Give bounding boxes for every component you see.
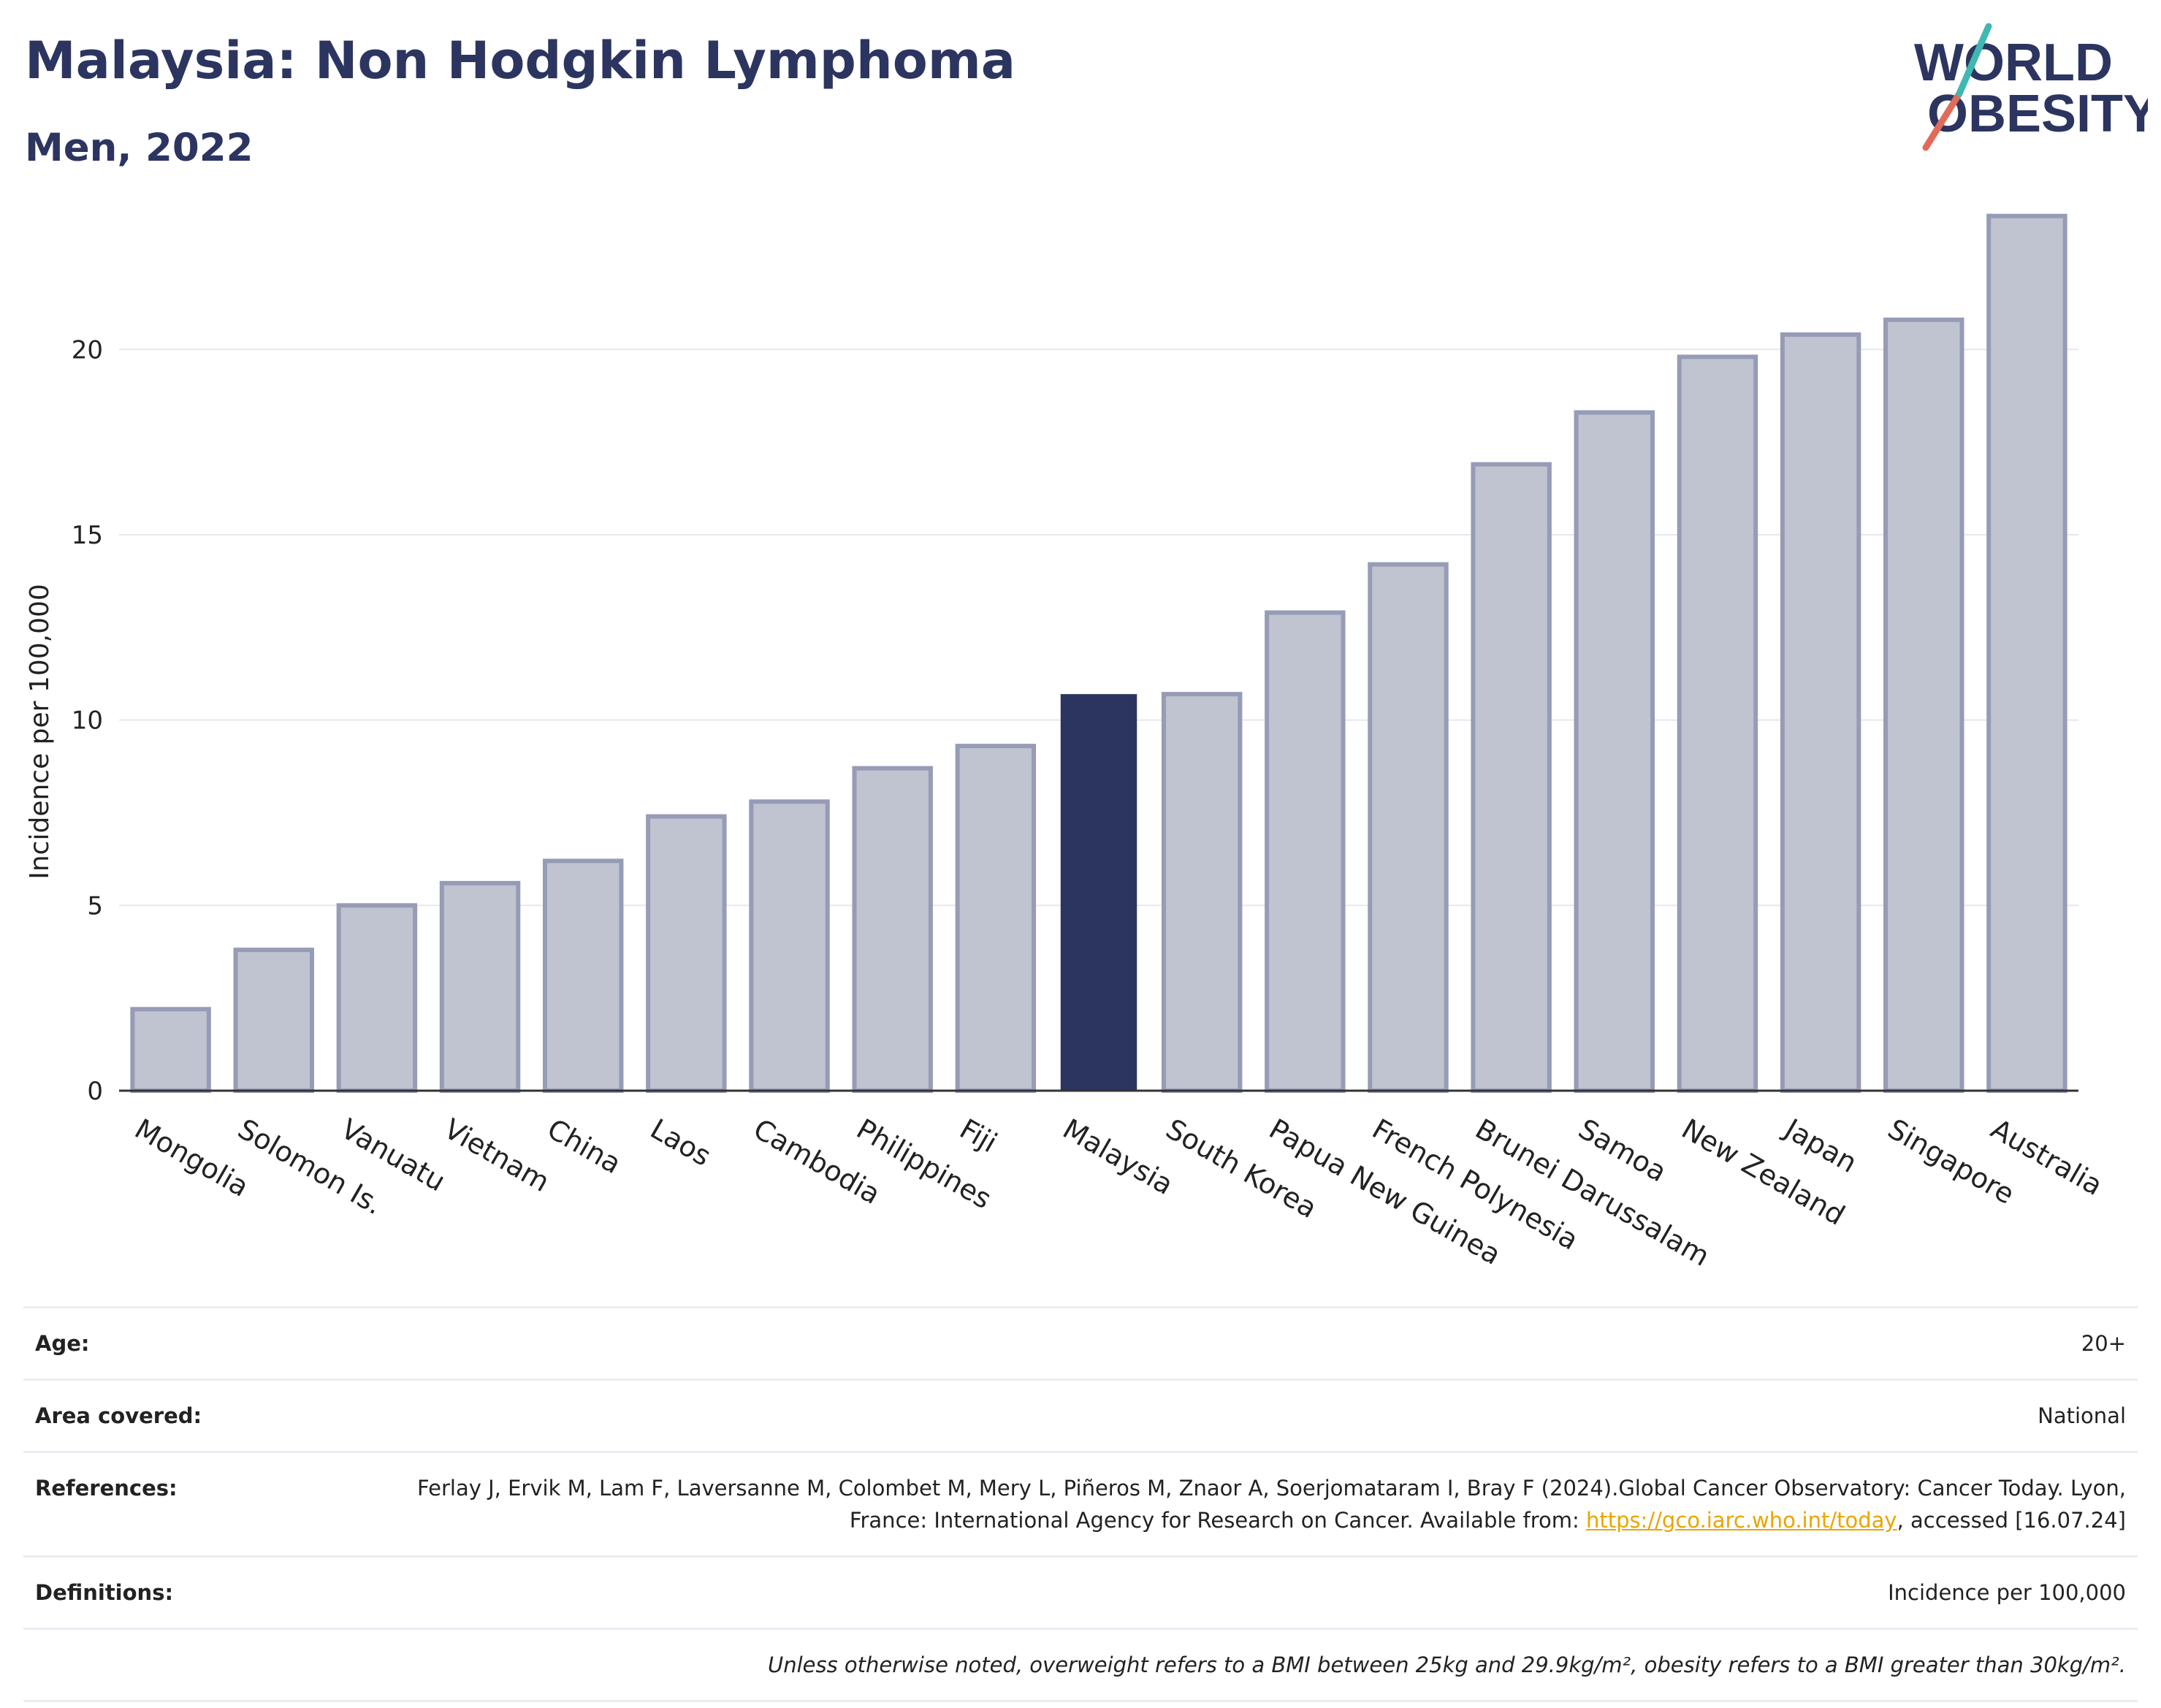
y-tick-label: 15 bbox=[72, 521, 103, 550]
y-tick-labels: 0 5 10 15 20 bbox=[72, 335, 103, 1106]
bar-singapore bbox=[1883, 317, 1964, 1093]
bar-japan bbox=[1780, 332, 1861, 1094]
references-link[interactable]: https://gco.iarc.who.int/today bbox=[1585, 1508, 1897, 1533]
bar-solomon-is bbox=[233, 948, 314, 1093]
bar-samoa bbox=[1574, 410, 1655, 1093]
y-tick-label: 20 bbox=[72, 335, 103, 365]
area-value: National bbox=[2038, 1403, 2126, 1428]
bar-australia bbox=[1986, 213, 2067, 1093]
bar-cambodia bbox=[749, 799, 830, 1094]
y-tick-label: 10 bbox=[72, 706, 103, 736]
x-tick-label: Laos bbox=[645, 1113, 717, 1173]
bar-south-korea bbox=[1161, 692, 1243, 1093]
y-tick-label: 0 bbox=[87, 1077, 103, 1106]
age-label: Age: bbox=[35, 1331, 90, 1356]
info-row-age: Age: 20+ bbox=[23, 1306, 2138, 1379]
page-title: Malaysia: Non Hodgkin Lymphoma bbox=[25, 31, 1016, 91]
world-obesity-logo: WORLD OBESITY bbox=[1914, 23, 2148, 151]
logo-line2: OBESITY bbox=[1927, 85, 2148, 143]
x-tick-label: Fiji bbox=[954, 1113, 1002, 1159]
info-row-definitions: Definitions: Incidence per 100,000 bbox=[23, 1555, 2138, 1628]
age-value: 20+ bbox=[2081, 1331, 2126, 1356]
definitions-label: Definitions: bbox=[35, 1580, 174, 1605]
logo-slash-teal bbox=[1956, 23, 1992, 97]
bar-brunei-darussalam bbox=[1471, 462, 1552, 1093]
bar-laos bbox=[646, 814, 727, 1093]
logo-line1: WORLD bbox=[1914, 34, 2113, 92]
bar-french-polynesia bbox=[1368, 562, 1449, 1093]
bar-vanuatu bbox=[336, 903, 418, 1093]
info-table: Age: 20+ Area covered: National Referenc… bbox=[23, 1306, 2138, 1702]
bar-vietnam bbox=[439, 880, 521, 1094]
references-label: References: bbox=[35, 1476, 178, 1501]
definitions-value: Incidence per 100,000 bbox=[1888, 1580, 2126, 1605]
info-row-references: References: Ferlay J, Ervik M, Lam F, La… bbox=[23, 1451, 2138, 1555]
bar-mongolia bbox=[130, 1007, 211, 1093]
references-text: Ferlay J, Ervik M, Lam F, Laversanne M, … bbox=[417, 1476, 2126, 1533]
bar-malaysia bbox=[1060, 694, 1137, 1091]
logo-slash-coral bbox=[1922, 90, 1963, 151]
x-tick-label: Vietnam bbox=[439, 1113, 555, 1198]
bar-new-zealand bbox=[1677, 354, 1758, 1093]
y-axis-label: Incidence per 100,000 bbox=[25, 584, 55, 880]
bars bbox=[130, 213, 2067, 1094]
area-label: Area covered: bbox=[35, 1403, 202, 1428]
references-value: Ferlay J, Ervik M, Lam F, Laversanne M, … bbox=[373, 1472, 2126, 1536]
x-tick-label: Malaysia bbox=[1058, 1113, 1179, 1201]
info-row-area: Area covered: National bbox=[23, 1379, 2138, 1451]
bar-fiji bbox=[955, 744, 1037, 1093]
bmi-note: Unless otherwise noted, overweight refer… bbox=[767, 1652, 2126, 1677]
y-tick-label: 5 bbox=[87, 891, 103, 920]
bar-papua-new-guinea bbox=[1265, 610, 1346, 1093]
bar-philippines bbox=[852, 766, 933, 1093]
info-row-note: Unless otherwise noted, overweight refer… bbox=[23, 1628, 2138, 1702]
page-subtitle: Men, 2022 bbox=[25, 126, 254, 170]
x-tick-label: Mongolia bbox=[129, 1113, 254, 1203]
references-tail: , accessed [16.07.24] bbox=[1897, 1508, 2126, 1533]
bar-china bbox=[542, 858, 624, 1094]
